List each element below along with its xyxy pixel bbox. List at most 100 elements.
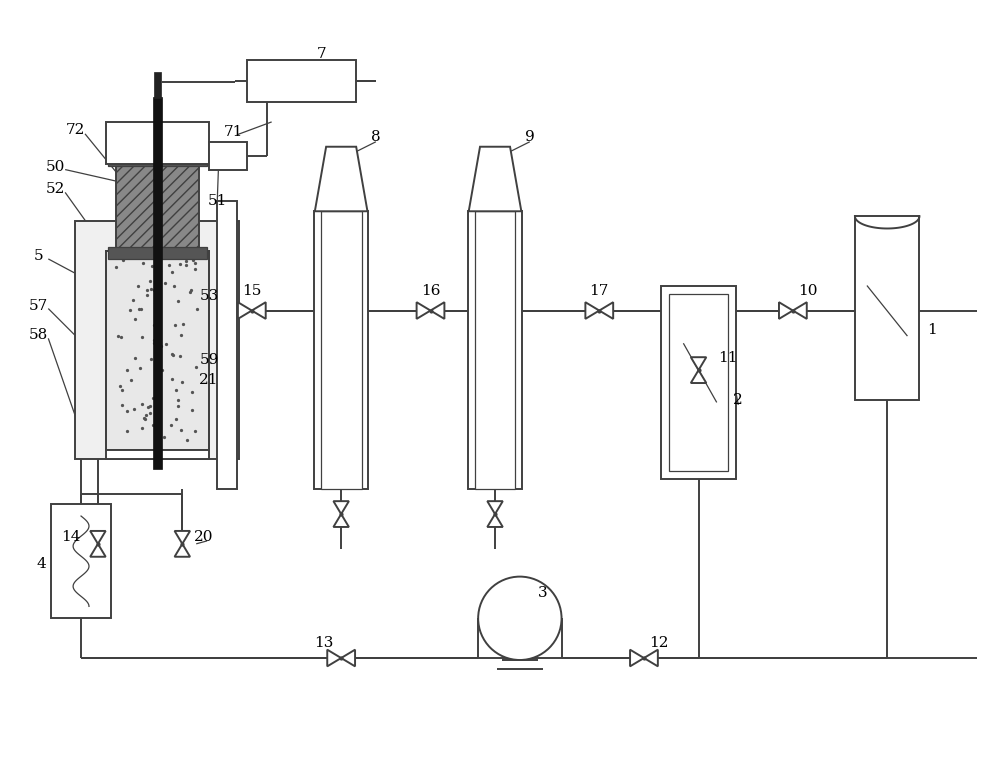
Polygon shape bbox=[90, 531, 106, 544]
Point bbox=[139, 289, 155, 301]
Text: 1: 1 bbox=[927, 323, 937, 337]
Point bbox=[173, 329, 189, 341]
Text: 52: 52 bbox=[46, 182, 65, 196]
Point bbox=[131, 303, 147, 315]
Point bbox=[165, 349, 181, 361]
Point bbox=[187, 424, 203, 437]
Point bbox=[182, 286, 198, 298]
Point bbox=[187, 263, 203, 275]
Text: 16: 16 bbox=[421, 283, 440, 298]
Text: 12: 12 bbox=[649, 636, 669, 650]
Point bbox=[145, 419, 161, 431]
Polygon shape bbox=[417, 302, 431, 319]
Point bbox=[133, 303, 149, 315]
Polygon shape bbox=[487, 501, 503, 514]
Point bbox=[161, 259, 177, 272]
Polygon shape bbox=[327, 650, 341, 666]
Text: 72: 72 bbox=[65, 123, 85, 137]
Bar bbox=[154, 72, 161, 98]
Text: 15: 15 bbox=[242, 283, 261, 298]
Text: 53: 53 bbox=[199, 289, 219, 303]
Point bbox=[119, 364, 135, 377]
Point bbox=[167, 319, 183, 331]
Bar bbox=[321, 211, 362, 489]
Bar bbox=[468, 211, 522, 489]
Bar bbox=[51, 504, 111, 618]
Point bbox=[153, 340, 169, 352]
Polygon shape bbox=[315, 147, 367, 211]
Point bbox=[130, 280, 146, 292]
Point bbox=[126, 403, 142, 415]
Point bbox=[119, 425, 135, 437]
Point bbox=[175, 318, 191, 330]
Point bbox=[140, 401, 156, 413]
Point bbox=[164, 348, 180, 360]
Polygon shape bbox=[252, 302, 266, 319]
Point bbox=[163, 419, 179, 431]
Polygon shape bbox=[333, 501, 349, 514]
Point bbox=[142, 407, 158, 420]
Point bbox=[143, 353, 159, 366]
Bar bbox=[669, 293, 728, 471]
Polygon shape bbox=[90, 544, 106, 557]
Text: 3: 3 bbox=[538, 587, 548, 601]
Polygon shape bbox=[779, 302, 793, 319]
Point bbox=[146, 283, 162, 296]
Point bbox=[147, 277, 163, 290]
Point bbox=[114, 383, 130, 396]
Point bbox=[164, 373, 180, 386]
Bar bbox=[247, 60, 356, 102]
Point bbox=[122, 303, 138, 316]
Bar bbox=[661, 286, 736, 479]
Point bbox=[110, 330, 126, 342]
Point bbox=[146, 333, 162, 346]
Polygon shape bbox=[585, 302, 599, 319]
Point bbox=[154, 363, 170, 376]
Bar bbox=[116, 162, 199, 251]
Point bbox=[139, 283, 155, 296]
Point bbox=[152, 264, 168, 276]
Point bbox=[115, 254, 131, 266]
Point bbox=[119, 404, 135, 417]
Point bbox=[136, 412, 152, 424]
Bar bbox=[106, 251, 209, 450]
Point bbox=[168, 384, 184, 397]
Polygon shape bbox=[175, 531, 190, 544]
Polygon shape bbox=[691, 357, 706, 370]
Point bbox=[138, 410, 154, 422]
Point bbox=[149, 358, 165, 370]
Text: 2: 2 bbox=[733, 393, 743, 407]
Bar bbox=[475, 211, 515, 489]
Bar bbox=[217, 201, 237, 489]
Point bbox=[151, 266, 167, 278]
Point bbox=[112, 380, 128, 393]
Point bbox=[146, 336, 162, 349]
Point bbox=[174, 376, 190, 388]
Point bbox=[158, 337, 174, 350]
Text: 50: 50 bbox=[46, 159, 65, 173]
Text: 10: 10 bbox=[798, 283, 818, 298]
Text: 57: 57 bbox=[29, 299, 48, 313]
Point bbox=[170, 295, 186, 307]
Polygon shape bbox=[630, 650, 644, 666]
Text: 14: 14 bbox=[61, 530, 81, 544]
Point bbox=[170, 400, 186, 413]
Point bbox=[157, 277, 173, 290]
Text: 13: 13 bbox=[315, 636, 334, 650]
Text: 9: 9 bbox=[525, 130, 535, 144]
Point bbox=[184, 404, 200, 417]
Text: 4: 4 bbox=[36, 557, 46, 571]
Polygon shape bbox=[487, 514, 503, 527]
Bar bbox=[153, 97, 162, 470]
Point bbox=[166, 280, 182, 293]
Polygon shape bbox=[238, 302, 252, 319]
Text: 17: 17 bbox=[590, 283, 609, 298]
Point bbox=[178, 255, 194, 267]
Point bbox=[149, 373, 165, 386]
Polygon shape bbox=[793, 302, 807, 319]
Polygon shape bbox=[333, 514, 349, 527]
Point bbox=[134, 398, 150, 410]
Bar bbox=[106, 450, 209, 460]
Point bbox=[185, 254, 201, 266]
Point bbox=[125, 293, 141, 306]
